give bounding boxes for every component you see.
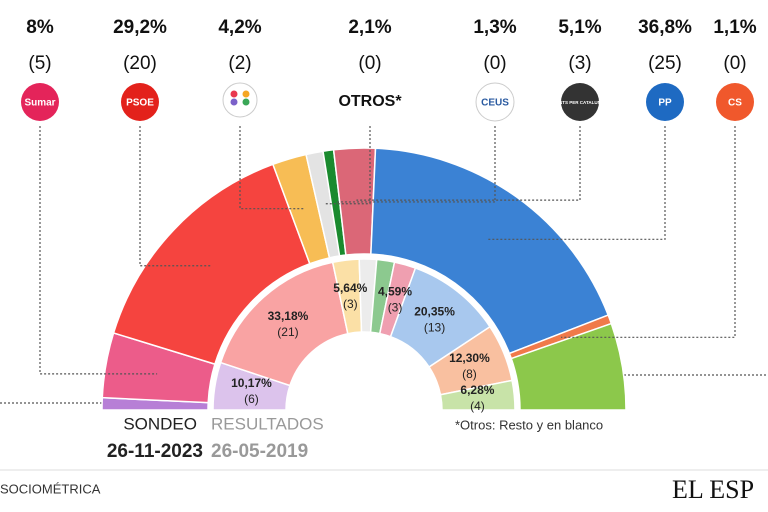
party-logo <box>121 83 159 121</box>
party-logo <box>561 83 599 121</box>
seat-label: (0) <box>723 53 746 74</box>
seat-label: (4) <box>470 399 485 413</box>
value-label: 4,2% <box>218 17 261 38</box>
value-label: 6,28% <box>460 383 494 397</box>
party-logo: PSOE <box>126 98 154 109</box>
seat-label: (5) <box>28 53 51 74</box>
party-logo <box>230 98 238 106</box>
inner-title: RESULTADOS <box>211 414 324 433</box>
leader-line <box>39 126 158 375</box>
value-label: 12,30% <box>449 351 490 365</box>
party-logo: OTROS* <box>338 93 402 110</box>
seat-label: (0) <box>358 53 381 74</box>
value-label: 10,17% <box>231 376 272 390</box>
seat-label: (6) <box>244 392 259 406</box>
segment <box>439 379 516 411</box>
seat-label: (3) <box>568 53 591 74</box>
party-logo <box>242 90 250 98</box>
outer-date: 26-11-2023 <box>107 441 203 462</box>
party-logo <box>646 83 684 121</box>
note: *Otros: Resto y en blanco <box>455 417 603 432</box>
segment <box>370 147 610 355</box>
leader-line <box>335 126 496 203</box>
seat-label: (8) <box>462 367 477 381</box>
value-label: 4,59% <box>378 284 412 298</box>
seat-label: (3) <box>343 297 358 311</box>
seat-label: (25) <box>648 53 682 74</box>
segment <box>510 322 627 411</box>
leader-line <box>356 126 581 201</box>
seat-label: (0) <box>483 53 506 74</box>
seat-label: (20) <box>123 53 157 74</box>
brand: EL ESP <box>672 475 754 504</box>
value-label: 5,64% <box>333 281 367 295</box>
inner-date: 26-05-2019 <box>211 441 308 462</box>
party-logo <box>716 83 754 121</box>
source: SOCIOMÉTRICA <box>0 481 101 496</box>
party-logo <box>222 82 258 118</box>
party-logo: CS <box>728 98 742 109</box>
seat-label: (2) <box>228 53 251 74</box>
value-label: 5,1% <box>558 17 601 38</box>
value-label: 8% <box>26 17 54 38</box>
seat-label: (21) <box>277 325 298 339</box>
value-label: 29,2% <box>113 17 167 38</box>
leader-line <box>239 126 305 210</box>
party-logo: CEUS <box>481 98 509 109</box>
party-logo: JUNTS PER CATALUNYA <box>553 100 607 105</box>
value-label: 1,1% <box>713 17 756 38</box>
party-logo <box>475 82 515 122</box>
seat-label: (3) <box>388 300 403 314</box>
party-logo <box>21 83 59 121</box>
party-logo <box>242 98 250 106</box>
leader-line <box>486 126 666 240</box>
value-label: 33,18% <box>268 309 309 323</box>
party-logo: Sumar <box>24 98 55 109</box>
leader-line <box>324 126 371 205</box>
value-label: 2,1% <box>348 17 391 38</box>
value-label: 1,3% <box>473 17 516 38</box>
value-label: 20,35% <box>414 305 455 319</box>
party-logo: PP <box>658 98 672 109</box>
value-label: 36,8% <box>638 17 692 38</box>
seat-label: (13) <box>424 321 445 335</box>
outer-title: SONDEO <box>123 414 197 433</box>
party-logo <box>230 90 238 98</box>
